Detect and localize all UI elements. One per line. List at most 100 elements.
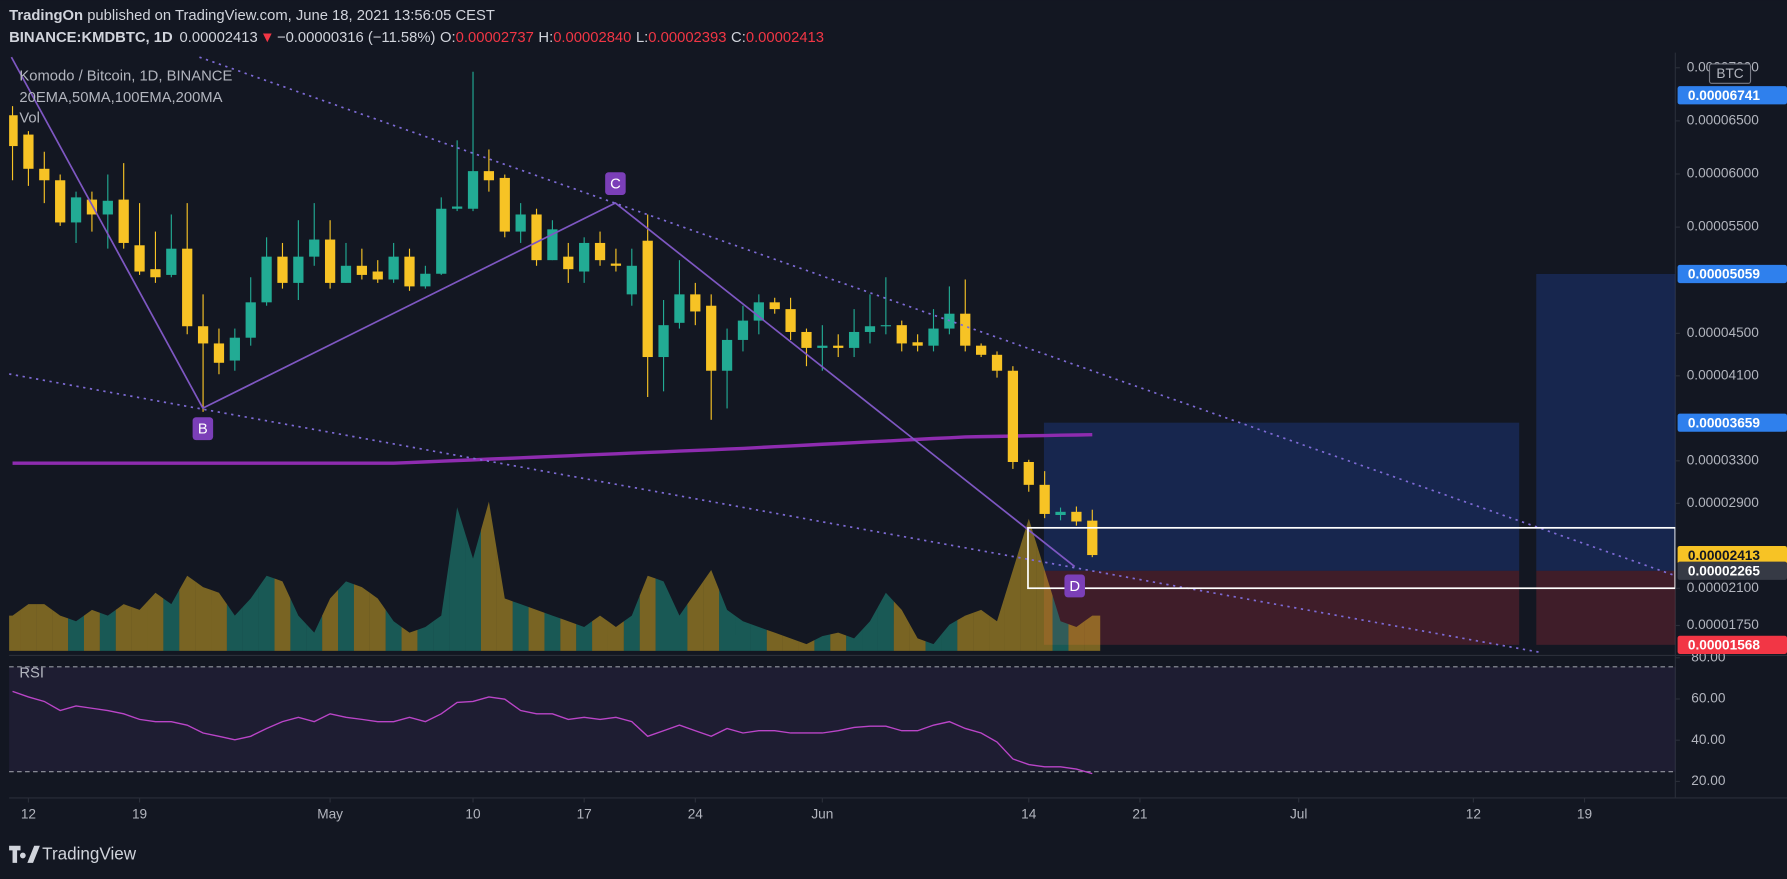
c-value: 0.00002413 xyxy=(746,30,824,46)
volume-area xyxy=(417,621,434,651)
volume-area xyxy=(703,569,720,651)
volume-area xyxy=(671,598,688,651)
volume-area xyxy=(957,612,974,651)
y-tick-label: 0.00006000 xyxy=(1687,166,1760,181)
volume-area xyxy=(798,640,815,651)
volume-area xyxy=(846,629,863,651)
volume-area xyxy=(306,615,323,651)
x-tick-label: 24 xyxy=(688,807,704,822)
price-label-bg xyxy=(1677,86,1787,105)
ma-line xyxy=(12,432,1093,465)
volume-area xyxy=(576,621,593,651)
y-tick-label: 0.00004500 xyxy=(1687,325,1760,340)
pattern-label: D xyxy=(1069,579,1080,595)
candle-body xyxy=(213,343,225,363)
volume-area xyxy=(449,507,466,651)
volume-area xyxy=(719,589,736,651)
volume-area xyxy=(941,620,958,651)
candle-body xyxy=(1007,370,1019,462)
candle-body xyxy=(642,240,653,358)
price-label: 0.00002265 xyxy=(1688,564,1761,579)
volume-area xyxy=(9,609,21,651)
price-label-bg xyxy=(1677,264,1787,284)
volume-area xyxy=(147,592,164,651)
candle-body xyxy=(134,245,145,272)
candle-body xyxy=(23,134,34,169)
x-tick-label: 12 xyxy=(21,807,36,822)
l-label: L: xyxy=(636,30,648,46)
price-label: 0.00003659 xyxy=(1688,415,1761,430)
volume-area xyxy=(623,595,640,651)
stop-zone xyxy=(1043,570,1520,645)
volume-area xyxy=(1004,544,1021,651)
candle-body xyxy=(960,313,971,346)
volume-area xyxy=(1036,544,1053,651)
author: TradingOn xyxy=(9,8,83,24)
x-tick-label: 19 xyxy=(1577,807,1592,822)
symbol-line: BINANCE:KMDBTC, 1D 0.00002413 ▼ −0.00000316… xyxy=(9,30,824,46)
y-tick-label: 0.00001750 xyxy=(1687,617,1760,632)
candle-body xyxy=(531,214,542,261)
candle-body xyxy=(1055,511,1066,516)
candle-body xyxy=(753,302,764,321)
candle-body xyxy=(293,256,304,283)
candle-body xyxy=(658,325,669,358)
candle-body xyxy=(245,302,256,338)
candle-body xyxy=(721,339,733,371)
candle-body xyxy=(737,320,749,340)
x-tick-label: 10 xyxy=(465,807,481,822)
abcd-pattern xyxy=(10,56,1076,568)
legend-rsi: RSI xyxy=(19,666,44,682)
candle-body xyxy=(277,256,288,283)
rsi-line xyxy=(12,690,1093,775)
candle-body xyxy=(912,342,923,346)
rsi-tick-label: 40.00 xyxy=(1691,732,1726,747)
candle-body xyxy=(547,229,558,261)
price-label-bg xyxy=(1677,561,1787,580)
x-tick-label: 17 xyxy=(577,807,592,822)
candle-body xyxy=(197,326,209,344)
volume-area xyxy=(338,581,354,651)
x-tick-label: Jun xyxy=(811,807,833,822)
candle-body xyxy=(928,328,939,346)
candle-body xyxy=(1039,484,1050,514)
header-line: TradingOn published on TradingView.com, … xyxy=(9,8,495,24)
volume-area xyxy=(226,604,243,651)
volume-area xyxy=(211,589,227,651)
rsi-tick-label: 20.00 xyxy=(1691,773,1726,788)
candle-body xyxy=(579,242,590,272)
price-label-bg xyxy=(1677,413,1787,432)
target-zone xyxy=(1536,273,1676,571)
volume-area xyxy=(385,609,402,651)
y-tick-label: 0.00002100 xyxy=(1687,580,1760,595)
published: published on TradingView.com, June 18, 2… xyxy=(83,8,495,24)
candle-body xyxy=(388,256,399,280)
candle-body xyxy=(848,331,860,348)
volume-area xyxy=(750,624,767,651)
y-tick-label: 0.00002900 xyxy=(1687,495,1760,510)
candle-body xyxy=(515,214,526,232)
axes: 0.000070000.000065000.000060000.00005500… xyxy=(21,59,1787,822)
volume-area xyxy=(862,607,878,651)
last: 0.00002413 xyxy=(180,30,258,46)
candle-body xyxy=(690,294,701,312)
brand-logo xyxy=(9,845,40,863)
price-label: 0.00005059 xyxy=(1688,267,1761,282)
candle-body xyxy=(55,180,66,223)
volume-area xyxy=(687,581,704,651)
candle-body xyxy=(261,256,272,303)
pattern-label: B xyxy=(198,422,208,438)
volume-area xyxy=(655,578,672,651)
candle-body xyxy=(1087,520,1098,556)
volume-area xyxy=(83,609,100,651)
volume-area xyxy=(99,609,116,651)
price-label: 0.00006741 xyxy=(1688,88,1761,103)
trend-line xyxy=(199,56,1676,577)
volume-area xyxy=(973,609,990,651)
pattern-badge xyxy=(605,172,626,196)
pattern-badge xyxy=(192,417,214,441)
volume-area xyxy=(52,609,69,651)
candle-body xyxy=(70,197,82,223)
candle-body xyxy=(610,263,622,266)
volume-area xyxy=(369,592,386,651)
